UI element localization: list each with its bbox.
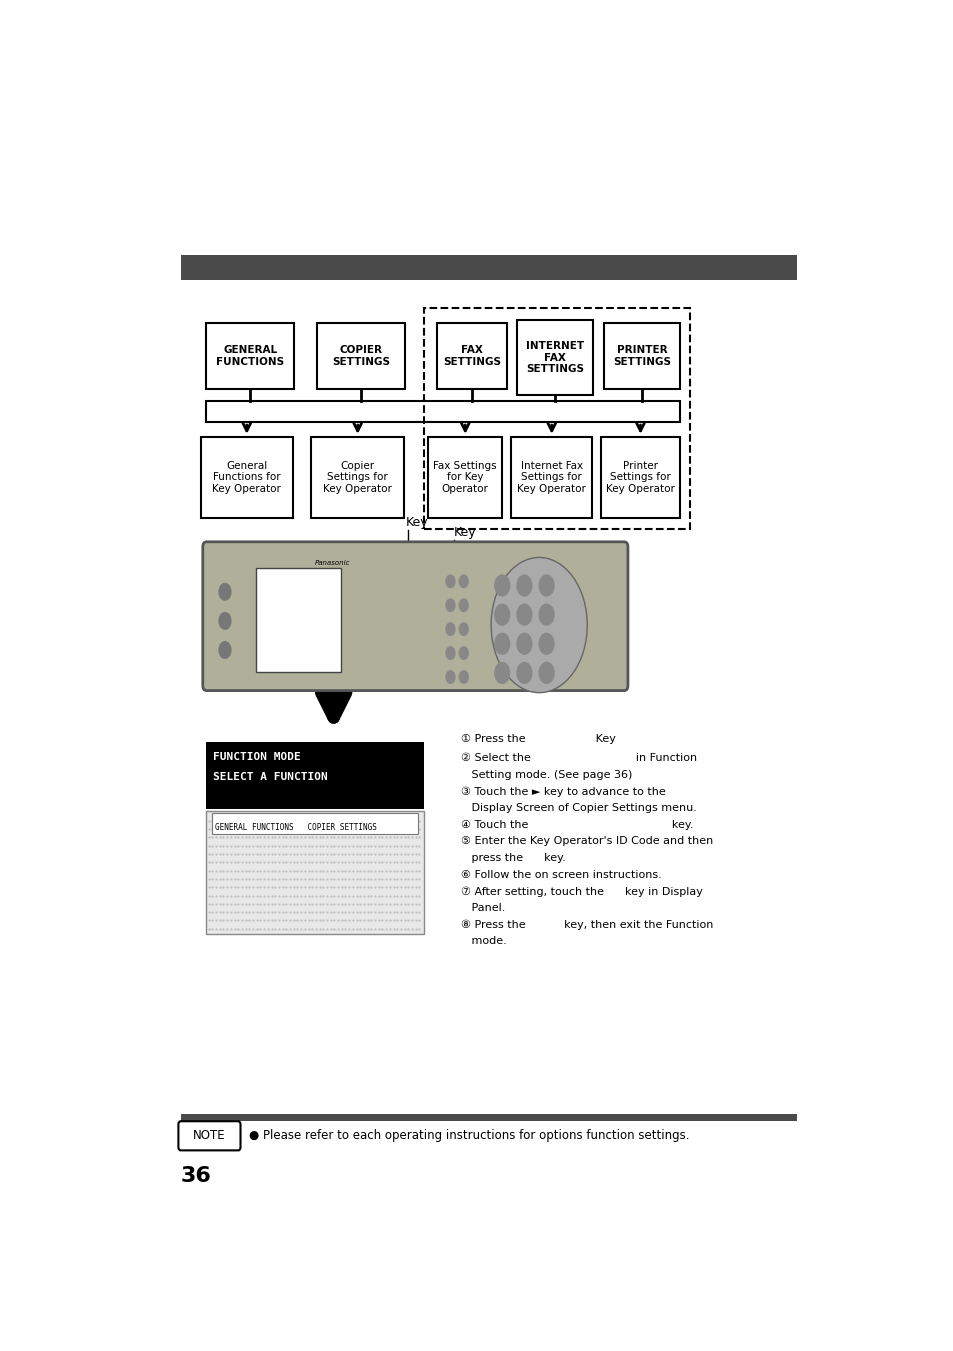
Circle shape — [495, 604, 509, 626]
Bar — [603, 323, 679, 389]
Circle shape — [538, 576, 554, 596]
Text: Internet Fax
Settings for
Key Operator: Internet Fax Settings for Key Operator — [517, 461, 585, 494]
Circle shape — [495, 576, 509, 596]
Text: ① Press the                    Key: ① Press the Key — [460, 734, 615, 744]
Circle shape — [538, 604, 554, 626]
Circle shape — [446, 576, 455, 588]
Bar — [511, 436, 592, 517]
Text: ③ Touch the ► key to advance to the: ③ Touch the ► key to advance to the — [460, 786, 665, 797]
Text: GENERAL FUNCTIONS   COPIER SETTINGS: GENERAL FUNCTIONS COPIER SETTINGS — [215, 823, 376, 832]
Text: Panel.: Panel. — [460, 902, 505, 913]
Text: Key: Key — [406, 516, 428, 530]
Text: ● Please refer to each operating instructions for options function settings.: ● Please refer to each operating instruc… — [249, 1129, 688, 1143]
Circle shape — [538, 634, 554, 654]
Text: Setting mode. (See page 36): Setting mode. (See page 36) — [460, 770, 632, 780]
Bar — [255, 567, 341, 671]
Text: INTERNET
FAX
SETTINGS: INTERNET FAX SETTINGS — [525, 340, 583, 374]
Text: ⑥ Follow the on screen instructions.: ⑥ Follow the on screen instructions. — [460, 870, 660, 880]
Text: FAX
SETTINGS: FAX SETTINGS — [443, 346, 500, 367]
Circle shape — [517, 634, 531, 654]
Bar — [206, 811, 423, 934]
Bar — [428, 436, 501, 517]
Bar — [517, 320, 593, 394]
Circle shape — [458, 576, 468, 588]
Text: Copier
Settings for
Key Operator: Copier Settings for Key Operator — [323, 461, 392, 494]
Circle shape — [458, 671, 468, 684]
Text: Key: Key — [454, 526, 476, 539]
Bar — [436, 323, 507, 389]
Bar — [180, 1115, 797, 1121]
Bar — [311, 436, 403, 517]
Text: ② Select the                              in Function: ② Select the in Function — [460, 753, 697, 763]
Circle shape — [458, 647, 468, 659]
Text: mode.: mode. — [460, 936, 506, 946]
Text: PRINTER
SETTINGS: PRINTER SETTINGS — [613, 346, 671, 367]
Bar — [200, 436, 293, 517]
Circle shape — [458, 598, 468, 612]
Circle shape — [517, 662, 531, 684]
Text: ⑦ After setting, touch the      key in Display: ⑦ After setting, touch the key in Displa… — [460, 886, 702, 897]
Text: Display Screen of Copier Settings menu.: Display Screen of Copier Settings menu. — [460, 802, 696, 813]
Text: COPIER
SETTINGS: COPIER SETTINGS — [332, 346, 390, 367]
Circle shape — [219, 642, 231, 658]
FancyBboxPatch shape — [203, 542, 627, 690]
Circle shape — [219, 584, 231, 600]
Text: NOTE: NOTE — [193, 1129, 226, 1143]
Text: GENERAL
FUNCTIONS: GENERAL FUNCTIONS — [215, 346, 284, 367]
Text: Panasonic: Panasonic — [314, 559, 350, 566]
Bar — [213, 813, 417, 834]
Text: ⑤ Enter the Key Operator's ID Code and then: ⑤ Enter the Key Operator's ID Code and t… — [460, 836, 712, 846]
Bar — [206, 742, 423, 809]
Circle shape — [446, 647, 455, 659]
Circle shape — [495, 662, 509, 684]
Bar — [423, 308, 689, 530]
Circle shape — [517, 576, 531, 596]
Text: Fax Settings
for Key
Operator: Fax Settings for Key Operator — [433, 461, 497, 494]
Circle shape — [219, 612, 231, 630]
Text: 36: 36 — [180, 1166, 212, 1186]
Circle shape — [446, 671, 455, 684]
Text: press the      key.: press the key. — [460, 852, 565, 863]
Bar — [600, 436, 679, 517]
Circle shape — [517, 604, 531, 626]
Text: SELECT A FUNCTION: SELECT A FUNCTION — [213, 771, 328, 782]
Text: ④ Touch the                                         key.: ④ Touch the key. — [460, 820, 693, 830]
Text: Printer
Settings for
Key Operator: Printer Settings for Key Operator — [605, 461, 674, 494]
Bar — [206, 323, 294, 389]
Circle shape — [491, 558, 587, 693]
Text: General
Functions for
Key Operator: General Functions for Key Operator — [213, 461, 281, 494]
Bar — [317, 323, 404, 389]
Text: FUNCTION MODE: FUNCTION MODE — [213, 753, 300, 762]
Text: ⑧ Press the           key, then exit the Function: ⑧ Press the key, then exit the Function — [460, 920, 713, 929]
Circle shape — [538, 662, 554, 684]
Bar — [206, 401, 679, 422]
Circle shape — [446, 598, 455, 612]
Circle shape — [495, 634, 509, 654]
Bar — [180, 255, 797, 280]
Circle shape — [458, 623, 468, 635]
Circle shape — [446, 623, 455, 635]
